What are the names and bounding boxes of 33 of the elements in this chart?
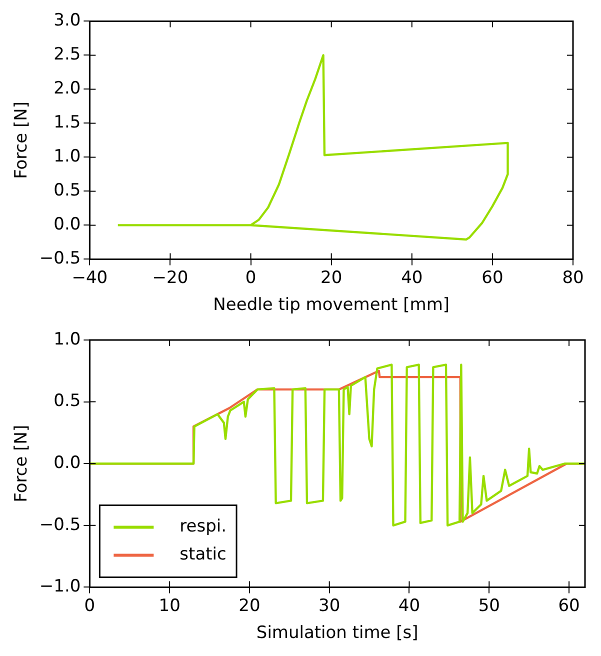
x-axis-title: Needle tip movement [mm] [213,295,450,316]
y-tick-label: 0.5 [54,180,81,201]
y-tick-label: −0.5 [39,248,81,269]
y-tick-label: 0.0 [54,214,81,235]
x-tick-label: 40 [401,268,423,288]
y-tick-label: 2.5 [54,44,81,65]
x-tick-label: 20 [238,596,260,616]
x-tick-label: 40 [398,596,420,616]
x-tick-label: −40 [72,268,108,288]
x-tick-label: 0 [245,268,256,288]
x-tick-label: 60 [558,596,580,616]
x-tick-label: 80 [562,268,584,288]
x-tick-label: 20 [320,268,342,288]
y-tick-label: 1.5 [54,112,81,133]
x-tick-label: 0 [84,596,96,616]
x-axis-title: Simulation time [s] [256,623,418,644]
x-tick-label: 30 [318,596,340,616]
x-tick-label: −20 [152,268,188,288]
x-tick-label: 50 [478,596,500,616]
y-axis-title: Force [N] [12,102,32,179]
y-tick-label: 3.0 [54,10,81,31]
legend-label: static [180,544,226,565]
y-tick-label: 0.5 [54,391,81,412]
y-tick-label: 1.0 [54,146,81,167]
y-tick-label: −0.5 [39,514,81,535]
legend-label: respi. [180,516,227,537]
y-tick-label: 0.0 [54,453,81,474]
x-tick-label: 10 [158,596,180,616]
y-tick-label: 1.0 [54,329,81,350]
y-axis-title: Force [N] [12,424,32,502]
y-tick-label: 2.0 [54,78,81,99]
x-tick-label: 60 [482,268,504,288]
y-tick-label: −1.0 [39,576,81,597]
